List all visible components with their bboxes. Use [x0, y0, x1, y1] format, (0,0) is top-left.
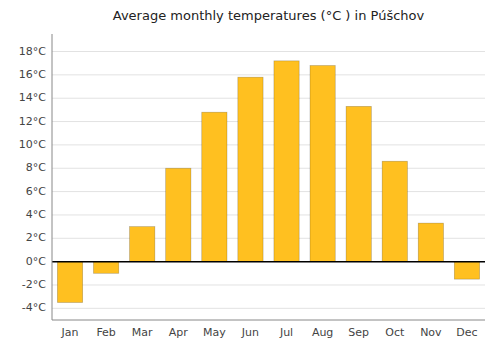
grid	[52, 52, 485, 309]
bar	[93, 262, 118, 274]
y-tick-label: -4°C	[22, 301, 46, 314]
y-tick-label: 4°C	[26, 208, 46, 221]
bar	[382, 161, 407, 261]
y-tick-label: 6°C	[26, 185, 46, 198]
x-tick-label: Jan	[61, 326, 79, 339]
bars	[57, 61, 479, 303]
y-axis-line	[52, 34, 53, 320]
y-tick-label: 18°C	[19, 45, 46, 58]
x-tick-label: Apr	[169, 326, 189, 339]
x-tick-label: Mar	[132, 326, 153, 339]
x-tick-label: Jul	[279, 326, 293, 339]
grid-line	[52, 98, 485, 99]
bar	[57, 262, 82, 303]
grid-line	[52, 191, 485, 192]
grid-line	[52, 144, 485, 145]
bar	[166, 168, 191, 261]
chart-container: Average monthly temperatures (°C ) in Pú…	[0, 0, 500, 350]
grid-line	[52, 168, 485, 169]
y-tick-label: 8°C	[26, 161, 46, 174]
x-axis-line	[52, 320, 485, 321]
bar	[202, 112, 227, 261]
grid-line	[52, 121, 485, 122]
y-tick-label: 14°C	[19, 91, 46, 104]
grid-line	[52, 51, 485, 52]
y-tick-label: -2°C	[22, 278, 46, 291]
grid-line	[52, 74, 485, 75]
grid-line	[52, 308, 485, 309]
y-tick-label: 0°C	[26, 255, 46, 268]
x-tick-label: Nov	[420, 326, 442, 339]
x-tick-label: Dec	[456, 326, 477, 339]
bar	[130, 227, 155, 262]
x-tick-label: Sep	[348, 326, 369, 339]
y-tick-label: 12°C	[19, 115, 46, 128]
x-tick-label: Aug	[312, 326, 333, 339]
grid-line	[52, 214, 485, 215]
x-tick-label: Oct	[385, 326, 405, 339]
bar	[238, 77, 263, 261]
y-tick-label: 10°C	[19, 138, 46, 151]
x-tick-label: Feb	[96, 326, 115, 339]
y-tick-label: 16°C	[19, 68, 46, 81]
bar	[418, 223, 443, 262]
grid-line	[52, 261, 485, 262]
bar	[274, 61, 299, 262]
bar	[454, 262, 479, 280]
y-tick-label: 2°C	[26, 231, 46, 244]
bar	[346, 106, 371, 261]
chart-title: Average monthly temperatures (°C ) in Pú…	[113, 8, 425, 23]
bar	[310, 66, 335, 262]
grid-line	[52, 284, 485, 285]
zero-line	[52, 261, 485, 263]
chart-svg: Average monthly temperatures (°C ) in Pú…	[0, 0, 500, 350]
x-tick-label: May	[203, 326, 226, 339]
x-tick-label: Jun	[241, 326, 259, 339]
